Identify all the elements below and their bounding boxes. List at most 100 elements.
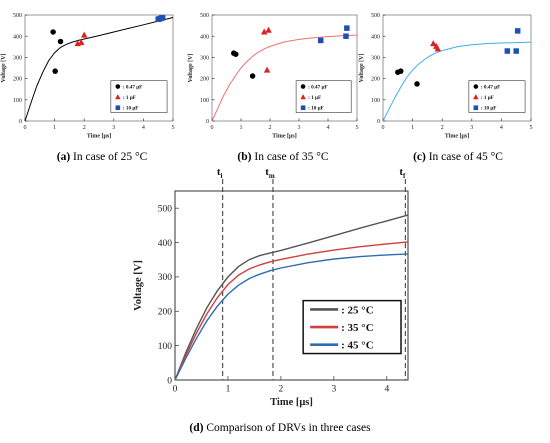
- series-line: [174, 214, 409, 381]
- data-point: [77, 39, 85, 46]
- legend-marker: [300, 94, 306, 100]
- x-tick-label: 1: [240, 125, 243, 131]
- legend-label: : 0.47 μF: [123, 85, 143, 91]
- x-tick-label: 2: [83, 125, 86, 131]
- data-point: [414, 81, 420, 87]
- y-tick-label: 100: [371, 98, 380, 104]
- legend-label: : 0.47 μF: [308, 85, 328, 91]
- panel-c-chart: 0 1 2 3 4 5 0 100 200 300 400 500 Time [μs] Voltage […: [359, 13, 532, 139]
- panel-a-chart: 0 1 2 3 4 5 0 100 200 300 400 500 Time [μs] Voltage […: [1, 13, 174, 139]
- legend-label: : 1 μF: [308, 95, 321, 101]
- legend-marker: [115, 84, 121, 89]
- y-tick-label: 0: [19, 119, 22, 125]
- x-tick-label: 4: [500, 125, 503, 131]
- y-tick-label: 300: [371, 56, 380, 62]
- data-point: [398, 68, 404, 74]
- data-point: [344, 25, 350, 31]
- y-tick-label: 100: [200, 98, 209, 104]
- x-tick-label: 2: [269, 125, 272, 131]
- y-axis-label: Voltage [V]: [1, 54, 7, 83]
- series-line: [174, 241, 409, 381]
- legend-box: [468, 80, 526, 113]
- y-tick-label: 0: [167, 376, 172, 386]
- legend-label: : 10 μF: [123, 106, 139, 112]
- y-tick-label: 400: [371, 34, 380, 40]
- data-point: [263, 66, 271, 73]
- y-tick-label: 400: [13, 34, 22, 40]
- legend-marker: [300, 105, 306, 111]
- caption-a: (a) In case of 25 °C: [57, 151, 148, 163]
- data-point: [513, 48, 519, 54]
- x-tick-label: 5: [172, 125, 175, 131]
- legend-label: : 0.47 μF: [481, 85, 501, 91]
- data-point: [249, 73, 256, 79]
- y-axis-label: Voltage [V]: [133, 260, 144, 311]
- data-point: [430, 40, 437, 47]
- legend-label: : 10 μF: [481, 106, 497, 112]
- data-point: [265, 26, 272, 33]
- x-tick-label: 3: [298, 125, 301, 131]
- fit-curve: [24, 17, 174, 122]
- x-tick-label: 4: [327, 125, 330, 131]
- x-axis-label: Time [μs]: [87, 133, 111, 139]
- x-tick-label: 5: [530, 125, 533, 131]
- y-tick-label: 100: [158, 342, 173, 352]
- plot-frame: [174, 190, 409, 381]
- legend-label: : 10 μF: [308, 106, 324, 112]
- legend-marker: [473, 105, 479, 111]
- x-tick-label: 3: [331, 385, 336, 395]
- legend-label: : 25 °C: [341, 304, 374, 316]
- x-tick-label: 0: [24, 125, 27, 131]
- legend-label: : 45 °C: [341, 340, 374, 352]
- fit-curve: [211, 34, 358, 122]
- legend-label: : 1 μF: [481, 95, 494, 101]
- data-point: [159, 15, 166, 21]
- y-tick-label: 400: [158, 239, 173, 249]
- data-point: [52, 68, 58, 74]
- series-line: [174, 253, 409, 381]
- fit-curve: [382, 41, 532, 122]
- y-tick-label: 300: [13, 56, 22, 62]
- y-tick-label: 500: [13, 13, 22, 19]
- legend-box: [110, 80, 168, 113]
- time-marker-label: tm: [265, 166, 275, 180]
- data-point: [504, 48, 511, 54]
- x-tick-label: 2: [279, 385, 284, 395]
- y-tick-label: 200: [200, 77, 209, 83]
- x-tick-label: 4: [384, 385, 389, 395]
- y-tick-label: 200: [158, 308, 173, 318]
- y-axis-label: Voltage [V]: [359, 54, 365, 83]
- data-point: [233, 51, 239, 57]
- legend-marker: [300, 84, 306, 89]
- x-axis-label: Time [μs]: [445, 133, 469, 139]
- legend-marker: [115, 105, 121, 111]
- legend-marker: [473, 94, 479, 100]
- legend-marker: [473, 84, 479, 89]
- data-point: [343, 33, 349, 39]
- y-tick-label: 100: [13, 98, 22, 104]
- caption-d: (d) Comparison of DRVs in three cases: [189, 422, 371, 434]
- x-tick-label: 1: [411, 125, 414, 131]
- y-tick-label: 500: [371, 13, 380, 19]
- legend-marker: [115, 94, 121, 100]
- plot-frame: [382, 14, 532, 122]
- x-axis-label: Time [μs]: [272, 133, 296, 139]
- caption-c: (c) In case of 45 °C: [413, 151, 503, 163]
- x-tick-label: 0: [173, 385, 178, 395]
- data-point: [80, 31, 88, 38]
- data-point: [434, 45, 442, 52]
- x-tick-label: 1: [53, 125, 56, 131]
- y-tick-label: 300: [200, 56, 209, 62]
- data-point: [57, 38, 64, 45]
- x-tick-label: 4: [142, 125, 145, 131]
- time-marker-label: ti: [217, 166, 223, 180]
- y-tick-label: 0: [206, 119, 209, 125]
- plot-frame: [211, 14, 358, 122]
- y-tick-label: 0: [377, 119, 380, 125]
- x-tick-label: 1: [226, 385, 231, 395]
- y-axis-label: Voltage [V]: [188, 54, 194, 83]
- x-axis-label: Time [μs]: [270, 397, 313, 408]
- data-point: [50, 29, 56, 35]
- time-marker-label: tf: [399, 166, 406, 180]
- data-point: [514, 28, 521, 34]
